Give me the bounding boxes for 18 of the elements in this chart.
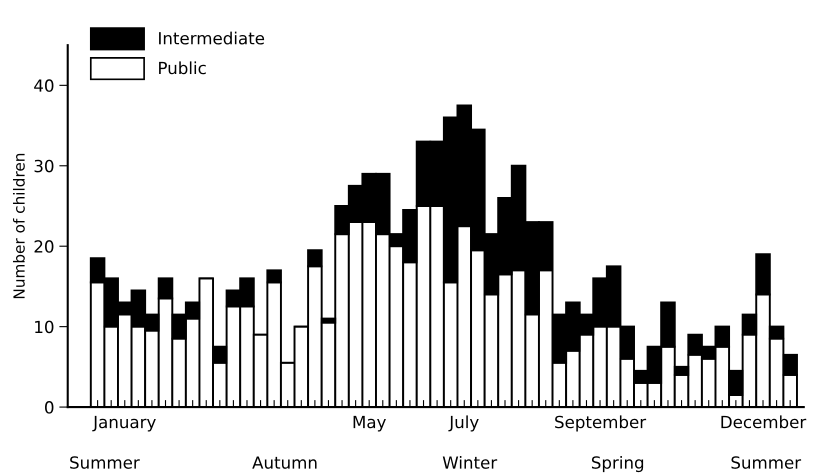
y-axis-title: Number of children [12, 154, 25, 298]
y-tick-label: 40 [34, 79, 54, 92]
x-tick-label: December [721, 415, 806, 428]
x-tick-label: January [92, 416, 156, 432]
text: Winter [442, 456, 498, 469]
y-tick-label: 30 [34, 160, 54, 172]
legend-label: Public [159, 61, 206, 74]
text: Autumn [252, 456, 317, 469]
text: Summer [70, 456, 140, 469]
legend-label: Intermediate [159, 32, 264, 45]
y-tick-label: 0 [45, 401, 54, 414]
text: Spring [592, 456, 644, 472]
y-tick-label: 20 [34, 240, 54, 253]
x-tick-label: May [354, 416, 386, 432]
x-tick-label: July [448, 415, 479, 432]
x-tick-label: September [555, 415, 646, 432]
text: Summer [731, 456, 802, 469]
y-tick-label: 10 [35, 320, 54, 334]
